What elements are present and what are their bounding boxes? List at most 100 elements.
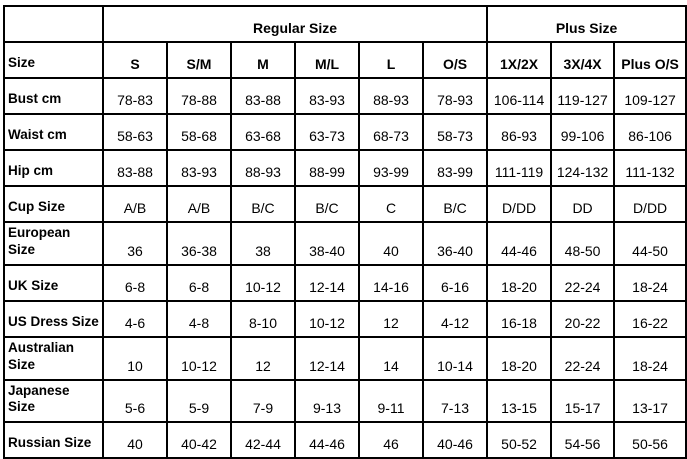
value-cell: 44-46 xyxy=(486,221,553,266)
table-row: Hip cm 83-88 83-93 88-93 88-99 93-99 83-99 111… xyxy=(3,149,687,187)
table-row: Australian Size 10 10-12 12 12-14 14 10-14 18-… xyxy=(3,335,687,381)
value-cell: 10 xyxy=(102,335,168,381)
value-cell: B/C xyxy=(230,185,296,223)
value-cell: 7-9 xyxy=(230,378,296,424)
value-cell: 36-40 xyxy=(421,221,489,266)
corner-cell xyxy=(3,5,104,43)
value-cell: 111-132 xyxy=(613,149,687,187)
column-header-m: M xyxy=(230,41,296,79)
value-cell: B/C xyxy=(421,185,489,223)
row-label: Waist cm xyxy=(3,113,104,151)
value-cell: 88-99 xyxy=(294,149,360,187)
value-cell: 63-68 xyxy=(230,113,296,151)
value-cell: 111-119 xyxy=(486,149,553,187)
value-cell: 48-50 xyxy=(550,221,616,266)
value-cell: A/B xyxy=(166,185,232,223)
value-cell: 78-83 xyxy=(102,77,168,115)
table-row: Japanese Size 5-6 5-9 7-9 9-13 9-11 7-13 13-15… xyxy=(3,378,687,424)
column-header-1x2x: 1X/2X xyxy=(486,41,553,79)
value-cell: 86-93 xyxy=(486,113,553,151)
value-cell: 4-12 xyxy=(421,299,489,338)
column-header-os: O/S xyxy=(421,41,489,79)
value-cell: 6-8 xyxy=(102,263,168,302)
value-cell: 58-68 xyxy=(166,113,232,151)
value-cell: 38-40 xyxy=(294,221,360,266)
value-cell: 44-46 xyxy=(294,421,360,459)
table-row: European Size 36 36-38 38 38-40 40 36-40 44-46… xyxy=(3,221,687,266)
value-cell: 18-24 xyxy=(613,335,687,381)
value-cell: 36 xyxy=(102,221,168,266)
value-cell: 16-18 xyxy=(486,299,553,338)
column-header-ml: M/L xyxy=(294,41,360,79)
column-header-3x4x: 3X/4X xyxy=(550,41,616,79)
value-cell: 119-127 xyxy=(550,77,616,115)
group-header-plus: Plus Size xyxy=(486,5,687,43)
value-cell: 124-132 xyxy=(550,149,616,187)
value-cell: 18-20 xyxy=(486,335,553,381)
value-cell: 50-56 xyxy=(613,421,687,459)
value-cell: 106-114 xyxy=(486,77,553,115)
value-cell: 14 xyxy=(358,335,424,381)
value-cell: 18-24 xyxy=(613,263,687,302)
value-cell: 44-50 xyxy=(613,221,687,266)
value-cell: 68-73 xyxy=(358,113,424,151)
size-chart-table: Regular Size Plus Size Size S S/M M M/L … xyxy=(3,5,687,459)
value-cell: DD xyxy=(550,185,616,223)
value-cell: 42-44 xyxy=(230,421,296,459)
value-cell: 10-12 xyxy=(166,335,232,381)
column-header-plus-os: Plus O/S xyxy=(613,41,687,79)
value-cell: 9-13 xyxy=(294,378,360,424)
value-cell: 40 xyxy=(358,221,424,266)
value-cell: 58-63 xyxy=(102,113,168,151)
row-label: UK Size xyxy=(3,263,104,302)
value-cell: 54-56 xyxy=(550,421,616,459)
value-cell: 83-88 xyxy=(230,77,296,115)
value-cell: 40-46 xyxy=(421,421,489,459)
value-cell: 38 xyxy=(230,221,296,266)
value-cell: A/B xyxy=(102,185,168,223)
value-cell: 58-73 xyxy=(421,113,489,151)
value-cell: B/C xyxy=(294,185,360,223)
value-cell: 13-15 xyxy=(486,378,553,424)
value-cell: 83-93 xyxy=(294,77,360,115)
value-cell: 93-99 xyxy=(358,149,424,187)
value-cell: 10-12 xyxy=(294,299,360,338)
value-cell: 40-42 xyxy=(166,421,232,459)
column-header-row: Size S S/M M M/L L O/S 1X/2X 3X/4X Plus … xyxy=(3,41,687,79)
row-label: European Size xyxy=(3,221,104,266)
value-cell: 8-10 xyxy=(230,299,296,338)
table-row: UK Size 6-8 6-8 10-12 12-14 14-16 6-16 18-20 22… xyxy=(3,263,687,302)
value-cell: 6-16 xyxy=(421,263,489,302)
value-cell: 50-52 xyxy=(486,421,553,459)
value-cell: 22-24 xyxy=(550,335,616,381)
column-header-l: L xyxy=(358,41,424,79)
value-cell: 12 xyxy=(358,299,424,338)
value-cell: 12-14 xyxy=(294,263,360,302)
value-cell: 99-106 xyxy=(550,113,616,151)
value-cell: 4-8 xyxy=(166,299,232,338)
value-cell: 16-22 xyxy=(613,299,687,338)
value-cell: 7-13 xyxy=(421,378,489,424)
value-cell: C xyxy=(358,185,424,223)
value-cell: 46 xyxy=(358,421,424,459)
row-label: Hip cm xyxy=(3,149,104,187)
table-row: Russian Size 40 40-42 42-44 44-46 46 40-46 50-… xyxy=(3,421,687,459)
value-cell: 83-99 xyxy=(421,149,489,187)
value-cell: 78-93 xyxy=(421,77,489,115)
value-cell: 83-88 xyxy=(102,149,168,187)
value-cell: 109-127 xyxy=(613,77,687,115)
value-cell: 4-6 xyxy=(102,299,168,338)
value-cell: 40 xyxy=(102,421,168,459)
value-cell: 22-24 xyxy=(550,263,616,302)
size-header-label: Size xyxy=(3,41,104,79)
value-cell: 20-22 xyxy=(550,299,616,338)
group-header-regular: Regular Size xyxy=(101,5,489,43)
value-cell: 12-14 xyxy=(294,335,360,381)
value-cell: 9-11 xyxy=(358,378,424,424)
value-cell: 12 xyxy=(230,335,296,381)
value-cell: 18-20 xyxy=(486,263,553,302)
group-header-row: Regular Size Plus Size xyxy=(3,5,687,43)
table-row: Cup Size A/B A/B B/C B/C C B/C D/DD DD D/DD xyxy=(3,185,687,223)
value-cell: 14-16 xyxy=(358,263,424,302)
